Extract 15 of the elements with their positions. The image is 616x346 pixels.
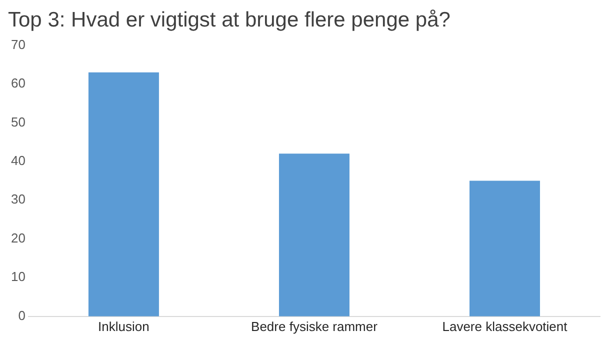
x-tick-label: Inklusion: [98, 318, 150, 334]
y-tick-label: 60: [10, 76, 26, 91]
chart-title: Top 3: Hvad er vigtigst at bruge flere penge på?: [8, 8, 450, 32]
y-tick-label: 10: [10, 269, 26, 284]
bar: [88, 72, 159, 316]
y-tick-label: 20: [10, 230, 26, 246]
y-tick-label: 0: [18, 308, 26, 323]
bar: [278, 154, 350, 316]
y-tick-label: 50: [10, 114, 26, 130]
x-tick-label: Lavere klassekvotient: [442, 318, 568, 334]
bar: [470, 180, 540, 316]
y-tick-label: 40: [10, 153, 26, 168]
y-tick-label: 70: [10, 36, 26, 52]
x-tick-label: Bedre fysiske rammer: [251, 318, 378, 334]
y-tick-label: 30: [10, 192, 26, 207]
